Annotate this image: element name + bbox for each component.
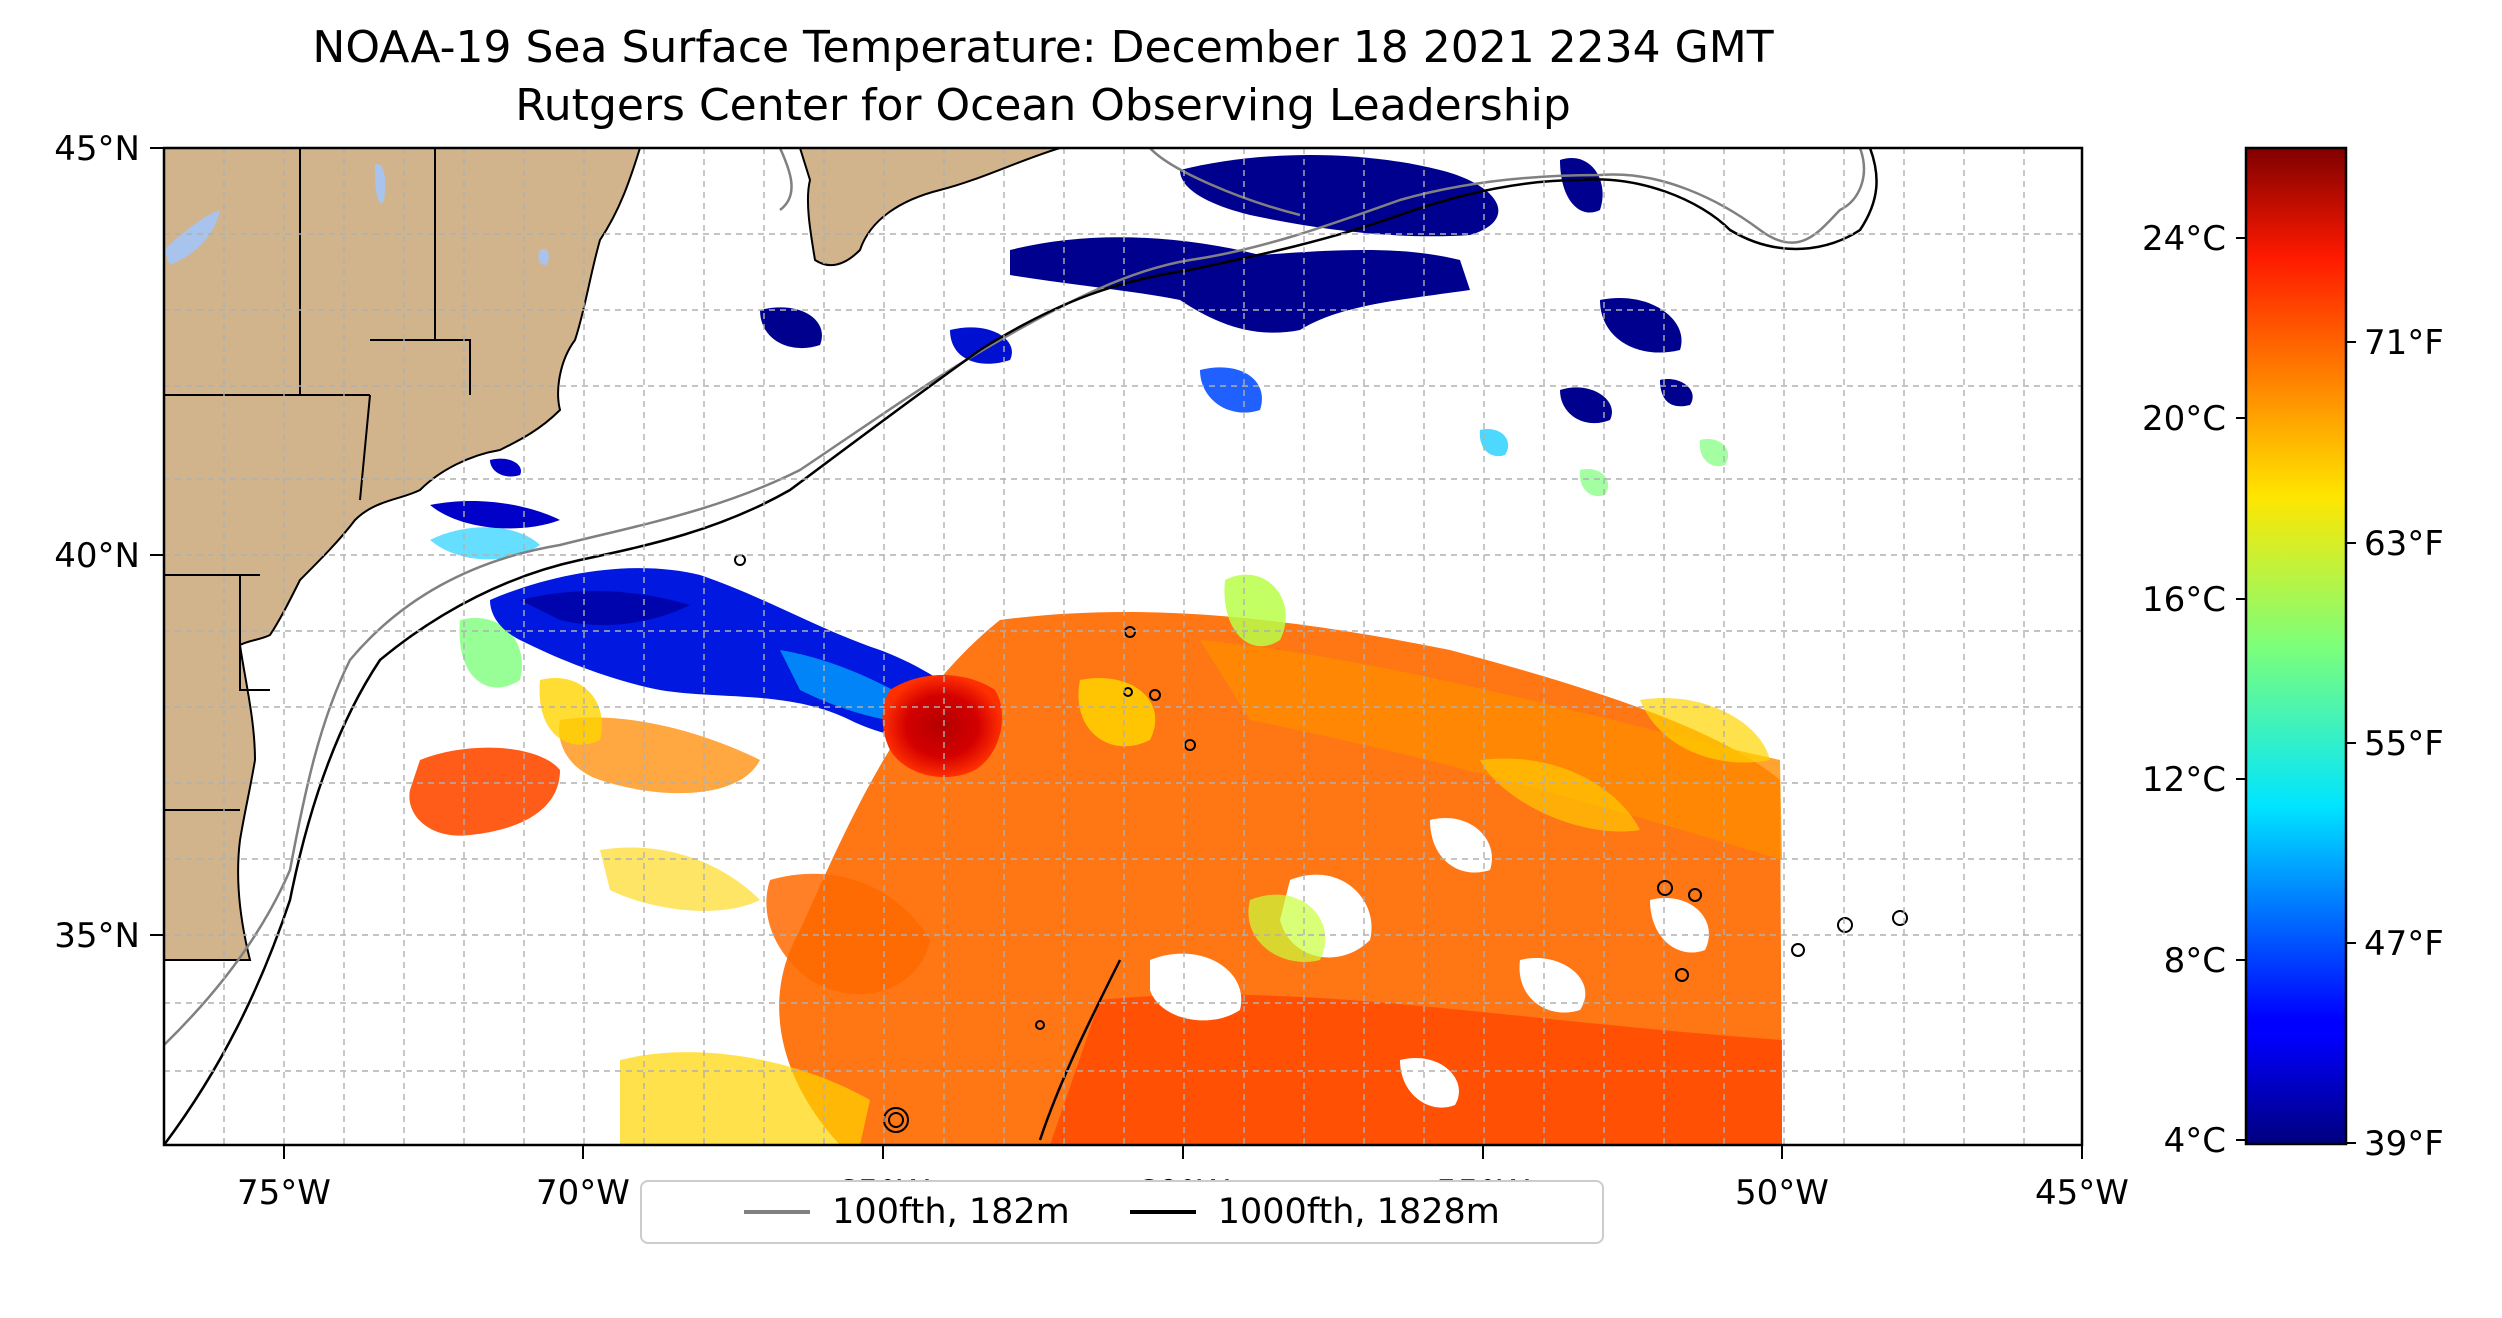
contour-100fth (164, 148, 1866, 1046)
colorbar-celsius-ticks (2236, 237, 2246, 1141)
fahrenheit-tick-label: 55°F (2364, 724, 2444, 764)
colorbar-fahrenheit-labels: 71°F 63°F 55°F 47°F 39°F (2364, 323, 2444, 1164)
sst-warm-core-ring (882, 675, 1003, 778)
inland-water (164, 164, 549, 266)
celsius-tick-label: 8°C (2164, 941, 2226, 981)
fahrenheit-tick-label: 47°F (2364, 924, 2444, 964)
celsius-tick-label: 24°C (2142, 219, 2226, 259)
legend-line-gray (744, 1210, 811, 1214)
colorbar-celsius-labels: 24°C 20°C 16°C 12°C 8°C 4°C (2142, 219, 2226, 1161)
map-frame (162, 146, 2084, 1147)
fahrenheit-tick-label: 63°F (2364, 524, 2444, 564)
graticule (164, 148, 2082, 1145)
celsius-tick-label: 4°C (2164, 1121, 2226, 1161)
lat-tick-label: 45°N (54, 129, 140, 169)
land (164, 148, 1061, 961)
legend-item-1000fth: 1000fth, 1828m (1129, 1192, 1500, 1232)
celsius-tick-label: 16°C (2142, 580, 2226, 620)
lon-tick-label: 50°W (1735, 1173, 1829, 1213)
sst-west-patches (409, 618, 930, 1145)
contour-1000fth (164, 148, 1878, 1145)
legend-item-100fth: 100fth, 182m (744, 1192, 1070, 1232)
lon-ticks (283, 1145, 2083, 1159)
fahrenheit-tick-label: 71°F (2364, 323, 2444, 363)
celsius-tick-label: 20°C (2142, 399, 2226, 439)
lat-ticks (150, 147, 164, 936)
map-subtitle: Rutgers Center for Ocean Observing Leade… (515, 80, 1571, 131)
celsius-tick-label: 12°C (2142, 760, 2226, 800)
fahrenheit-tick-label: 39°F (2364, 1124, 2444, 1164)
lat-tick-label: 40°N (54, 536, 140, 576)
map-content (164, 148, 2082, 1145)
legend-label: 1000fth, 1828m (1217, 1192, 1500, 1232)
lon-tick-label: 75°W (237, 1173, 331, 1213)
legend-line-black (1129, 1210, 1196, 1214)
colorbar-fahrenheit-ticks (2346, 341, 2356, 1144)
colorbar (2244, 146, 2348, 1146)
lat-tick-label: 35°N (54, 916, 140, 956)
map-title: NOAA-19 Sea Surface Temperature: Decembe… (312, 22, 1774, 73)
sst-warm-field (779, 574, 1782, 1145)
lat-tick-labels: 45°N 40°N 35°N (54, 129, 140, 956)
legend-label: 100fth, 182m (832, 1192, 1070, 1232)
sst-north-cold-patches (430, 155, 1729, 529)
contour-legend: 100fth, 182m 1000fth, 1828m (640, 1180, 1604, 1244)
lon-tick-label: 70°W (536, 1173, 630, 1213)
lon-tick-label: 45°W (2035, 1173, 2129, 1213)
